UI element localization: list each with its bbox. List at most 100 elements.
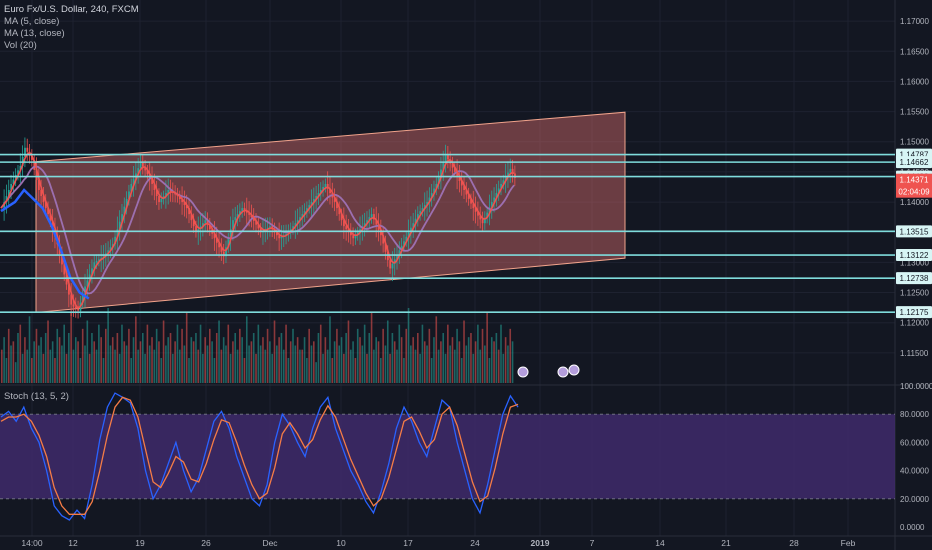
candle bbox=[93, 262, 96, 269]
volume-bar bbox=[398, 324, 401, 383]
candle bbox=[299, 217, 301, 221]
volume-bar bbox=[239, 328, 241, 383]
event-marker-icon[interactable] bbox=[517, 366, 529, 378]
candle bbox=[479, 215, 482, 220]
volume-bar bbox=[315, 362, 317, 383]
stoch-k-line[interactable] bbox=[0, 392, 519, 521]
candle bbox=[74, 306, 77, 309]
candle bbox=[384, 243, 387, 252]
volume-bar bbox=[280, 333, 283, 383]
volume-bar bbox=[61, 345, 63, 383]
candle bbox=[336, 202, 338, 209]
volume-bar bbox=[467, 337, 470, 383]
candle bbox=[269, 226, 271, 228]
ma5-line[interactable] bbox=[0, 152, 515, 309]
candle bbox=[421, 208, 424, 212]
volume-bar bbox=[414, 349, 417, 383]
stoch-label[interactable]: Stoch (13, 5, 2) bbox=[4, 391, 69, 402]
volume-bar bbox=[428, 328, 431, 383]
volume-bar bbox=[137, 349, 139, 383]
candle bbox=[12, 179, 15, 184]
candle bbox=[303, 211, 306, 215]
candle bbox=[276, 232, 278, 236]
candle bbox=[481, 219, 484, 224]
volume-bar bbox=[301, 349, 304, 383]
candle bbox=[497, 188, 500, 194]
volume-bar bbox=[393, 341, 396, 383]
stoch-d-line[interactable] bbox=[0, 396, 519, 515]
volume-bar bbox=[308, 328, 310, 383]
candle bbox=[343, 220, 345, 227]
volume-bar bbox=[384, 345, 387, 383]
candle bbox=[474, 208, 477, 212]
volume-bar bbox=[151, 337, 153, 383]
candle bbox=[47, 208, 50, 215]
symbol-title[interactable]: Euro Fx/U.S. Dollar, 240, FXCM bbox=[4, 4, 139, 15]
level-price-label: 1.12738 bbox=[900, 274, 929, 283]
candle bbox=[209, 224, 211, 230]
candle bbox=[188, 208, 190, 215]
candle bbox=[368, 217, 371, 221]
candle bbox=[70, 294, 73, 305]
volume-bar bbox=[37, 345, 40, 383]
volume-bar bbox=[181, 328, 183, 383]
volume-bar bbox=[58, 337, 61, 383]
volume-bar bbox=[241, 337, 243, 383]
volume-bar bbox=[91, 333, 93, 383]
candle bbox=[204, 220, 207, 224]
candle bbox=[509, 168, 512, 173]
candle bbox=[239, 211, 241, 215]
volume-bar bbox=[121, 324, 123, 383]
volume-bar bbox=[396, 349, 398, 383]
candle bbox=[389, 260, 392, 269]
candle bbox=[255, 220, 258, 225]
candle bbox=[338, 208, 341, 215]
volume-bar bbox=[417, 333, 419, 383]
level-price-label: 1.14662 bbox=[900, 158, 929, 167]
volume-bar bbox=[322, 353, 324, 383]
volume-bar bbox=[245, 316, 248, 383]
volume-bar bbox=[296, 337, 299, 383]
volume-bar bbox=[248, 345, 250, 383]
candle bbox=[405, 236, 408, 242]
volume-bar bbox=[5, 358, 8, 383]
x-tick-label: 21 bbox=[721, 538, 731, 548]
candle bbox=[49, 214, 52, 222]
candle bbox=[181, 199, 184, 203]
candle bbox=[95, 260, 98, 263]
candle bbox=[407, 232, 410, 237]
x-tick-label: 2019 bbox=[531, 538, 550, 548]
candle bbox=[465, 190, 468, 195]
volume-bar bbox=[12, 341, 15, 383]
candle bbox=[345, 226, 348, 230]
candle bbox=[229, 229, 232, 239]
volume-bar bbox=[252, 333, 255, 383]
candle bbox=[236, 214, 239, 218]
volume-bar bbox=[271, 353, 273, 383]
y-tick-label: 1.11500 bbox=[900, 349, 929, 358]
y-tick-label: 1.15000 bbox=[900, 138, 929, 147]
candle bbox=[315, 196, 318, 200]
ma13-label[interactable]: MA (13, close) bbox=[4, 28, 65, 39]
volume-bar bbox=[42, 353, 45, 383]
candle bbox=[234, 217, 237, 221]
candle bbox=[167, 190, 170, 194]
volume-bar bbox=[174, 341, 176, 383]
candle bbox=[153, 183, 156, 190]
ma5-label[interactable]: MA (5, close) bbox=[4, 16, 60, 27]
candle bbox=[213, 233, 216, 239]
event-marker-icon[interactable] bbox=[568, 364, 580, 376]
stoch-y-tick: 60.0000 bbox=[900, 438, 929, 447]
volume-bar bbox=[287, 358, 290, 383]
volume-bar bbox=[1, 349, 3, 383]
candle bbox=[507, 172, 509, 177]
volume-bar bbox=[84, 345, 86, 383]
candle bbox=[484, 217, 486, 224]
x-tick-label: 17 bbox=[403, 538, 413, 548]
volume-label[interactable]: Vol (20) bbox=[4, 40, 37, 51]
volume-bar bbox=[269, 341, 271, 383]
volume-bar bbox=[77, 341, 79, 383]
event-marker-icon[interactable] bbox=[557, 366, 569, 378]
volume-bar bbox=[107, 308, 109, 383]
